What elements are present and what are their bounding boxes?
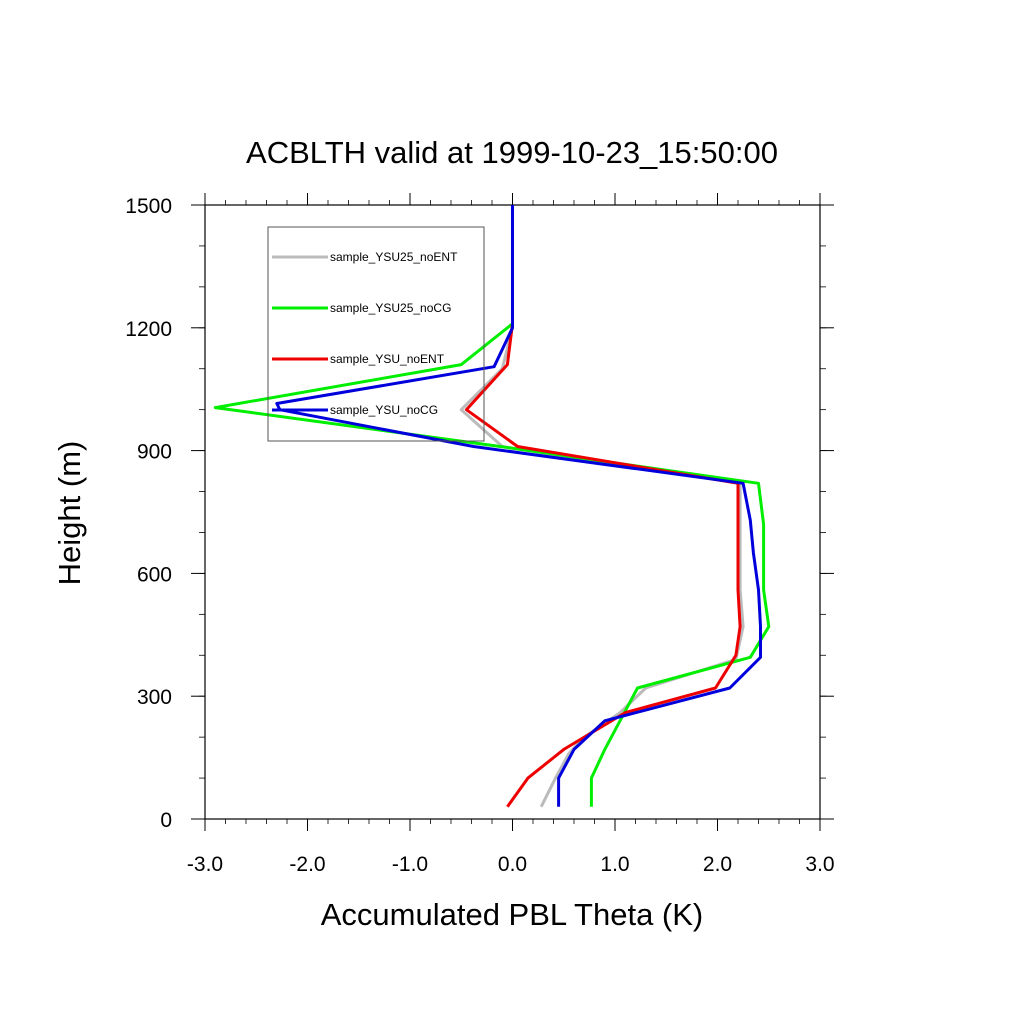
y-tick-label: 1200 (125, 318, 172, 341)
y-tick-label: 300 (137, 686, 172, 709)
series-line (275, 205, 762, 807)
x-tick-label: -3.0 (187, 853, 223, 876)
series-line (213, 205, 771, 807)
series-line (464, 205, 742, 808)
series-line (459, 205, 745, 808)
x-axis-title: Accumulated PBL Theta (K) (321, 897, 704, 932)
legend-box (267, 226, 485, 442)
y-tick-label: 600 (137, 563, 172, 586)
x-tick-label: 2.0 (703, 853, 732, 876)
y-axis-title: Height (m) (52, 441, 87, 586)
legend-label: sample_YSU_noENT (330, 352, 445, 366)
legend-label: sample_YSU_noCG (330, 403, 438, 417)
y-tick-label: 1500 (125, 195, 172, 218)
chart-title: ACBLTH valid at 1999-10-23_15:50:00 (246, 135, 778, 170)
x-tick-label: 3.0 (805, 853, 834, 876)
x-tick-label: -1.0 (392, 853, 428, 876)
y-tick-label: 0 (160, 809, 172, 832)
x-tick-label: -2.0 (289, 853, 325, 876)
legend-label: sample_YSU25_noENT (330, 250, 458, 264)
legend-label: sample_YSU25_noCG (330, 301, 451, 315)
x-tick-label: 1.0 (600, 853, 629, 876)
y-tick-label: 900 (137, 441, 172, 464)
x-tick-label: 0.0 (498, 853, 527, 876)
plot-area: -3.0 -2.0 -1.0 0.0 1.0 2.0 3.0 0 300 600 900 1200 15… (125, 193, 835, 876)
